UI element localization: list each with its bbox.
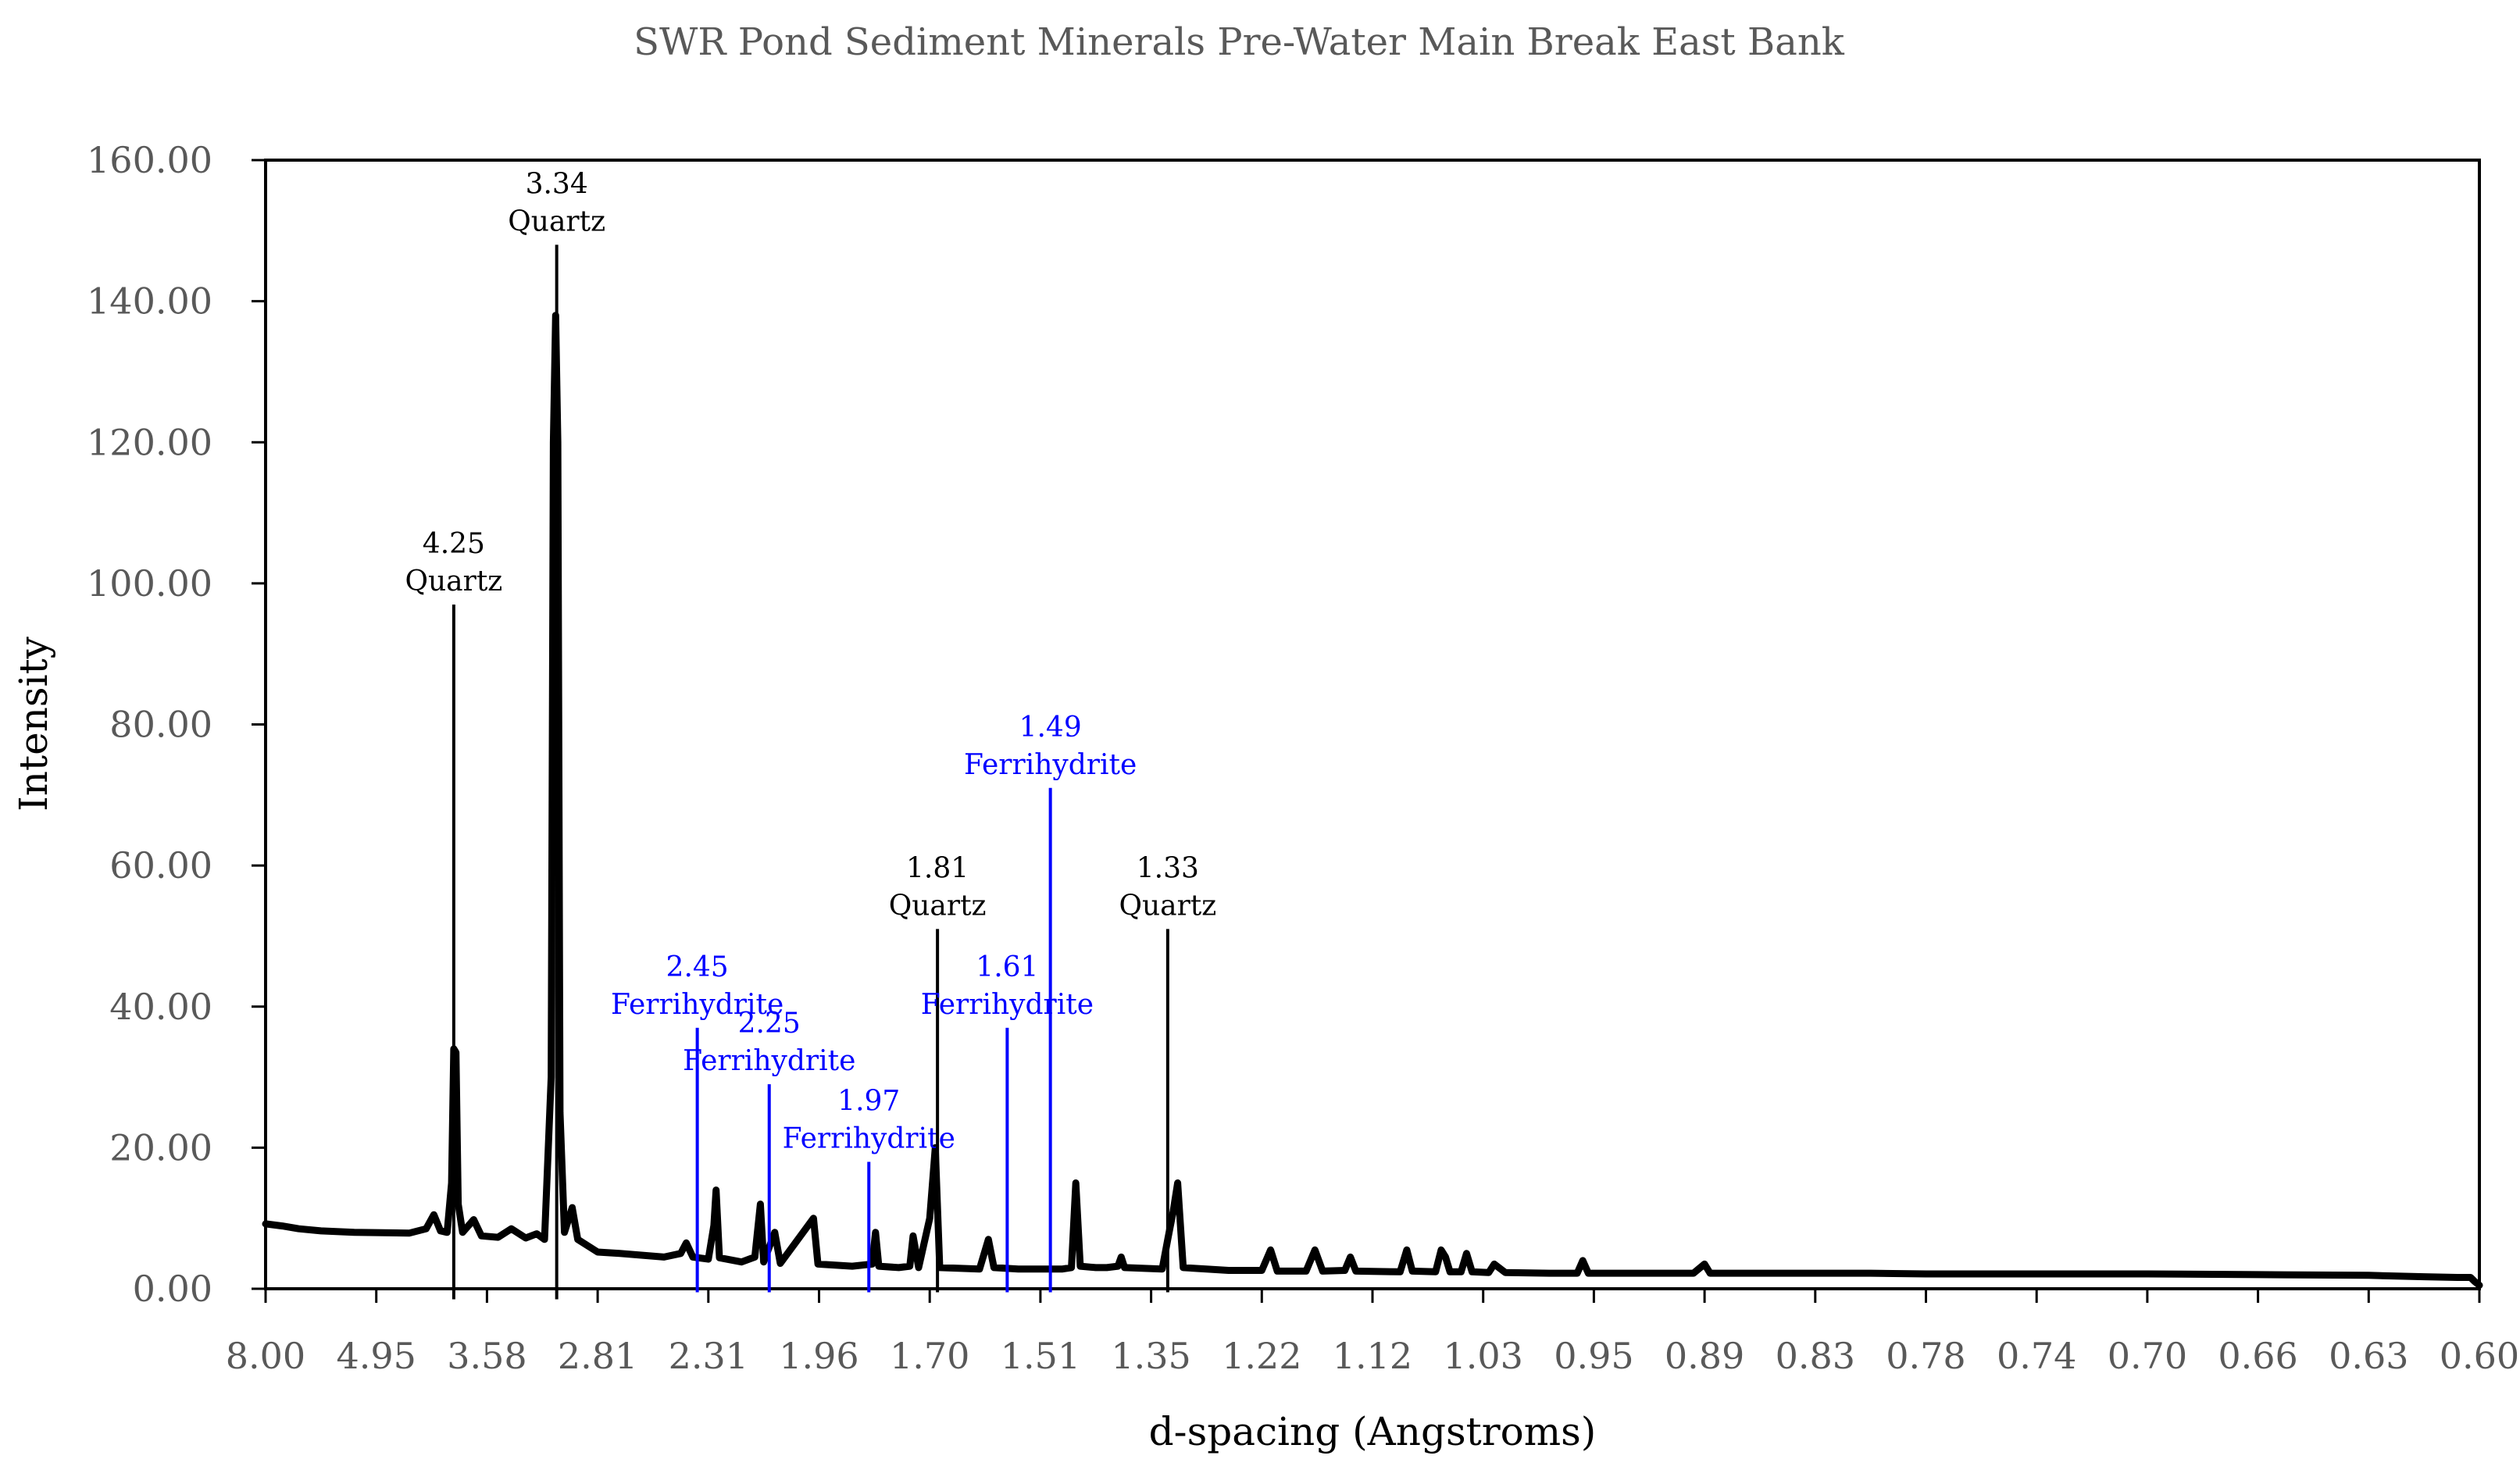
x-tick-label: 1.12	[1333, 1335, 1412, 1377]
y-tick-label: 80.00	[109, 704, 212, 746]
y-axis-ticks: 0.00 20.00 40.00 60.00 80.00 100.00 120.00 140.…	[87, 139, 266, 1310]
peak-d-spacing-label: 1.61	[976, 951, 1038, 983]
peak-mineral-label: Quartz	[1119, 890, 1216, 922]
x-tick-label: 1.35	[1111, 1335, 1190, 1377]
y-tick-label: 60.00	[109, 844, 212, 887]
x-tick-label: 0.83	[1776, 1335, 1855, 1377]
x-tick-label: 1.96	[779, 1335, 858, 1377]
x-tick-label: 1.70	[890, 1335, 969, 1377]
y-tick-label: 160.00	[87, 139, 212, 181]
x-tick-label: 0.70	[2108, 1335, 2187, 1377]
peak-mineral-label: Quartz	[405, 565, 502, 598]
y-tick-label: 120.00	[87, 421, 212, 463]
x-tick-label: 1.51	[1001, 1335, 1080, 1377]
y-tick-label: 140.00	[87, 280, 212, 323]
x-tick-label: 0.63	[2329, 1335, 2408, 1377]
x-tick-label: 3.58	[447, 1335, 526, 1377]
x-tick-label: 0.78	[1886, 1335, 1965, 1377]
x-axis-ticks: 8.00 4.95 3.58 2.81 2.31 1.96 1.70 1.51 1.35 1.22…	[226, 1289, 2519, 1377]
peak-d-spacing-label: 4.25	[423, 528, 485, 560]
peak-d-spacing-label: 2.25	[738, 1008, 801, 1040]
x-tick-label: 1.22	[1222, 1335, 1301, 1377]
xrd-pattern-line	[262, 312, 2483, 1289]
y-tick-label: 20.00	[109, 1126, 212, 1168]
peak-d-spacing-label: 1.81	[906, 852, 969, 884]
x-tick-label: 0.95	[1554, 1335, 1633, 1377]
y-tick-label: 40.00	[109, 986, 212, 1028]
peak-mineral-label: Ferrihydrite	[783, 1122, 955, 1154]
peak-d-spacing-label: 1.49	[1019, 712, 1082, 744]
x-axis-label: d-spacing (Angstroms)	[1149, 1409, 1597, 1454]
y-axis-label: Intensity	[11, 636, 56, 812]
peak-mineral-label: Ferrihydrite	[683, 1045, 855, 1077]
x-tick-label: 0.66	[2218, 1335, 2297, 1377]
x-tick-label: 1.03	[1443, 1335, 1522, 1377]
chart-title: SWR Pond Sediment Minerals Pre-Water Mai…	[634, 20, 1845, 64]
peak-mineral-label: Quartz	[889, 890, 987, 922]
x-tick-label: 0.89	[1665, 1335, 1744, 1377]
x-tick-label: 0.60	[2440, 1335, 2519, 1377]
peak-mineral-label: Ferrihydrite	[611, 989, 783, 1021]
x-tick-label: 8.00	[226, 1335, 305, 1377]
x-tick-label: 4.95	[336, 1335, 416, 1377]
x-tick-label: 0.74	[1997, 1335, 2076, 1377]
peak-d-spacing-label: 1.97	[837, 1085, 900, 1117]
peak-d-spacing-label: 3.34	[526, 168, 588, 200]
x-tick-label: 2.31	[669, 1335, 748, 1377]
peak-d-spacing-label: 1.33	[1137, 852, 1199, 884]
peak-annotations: 4.25Quartz3.34Quartz2.45Ferrihydrite2.25…	[405, 168, 1216, 1300]
y-tick-label: 0.00	[133, 1268, 212, 1310]
peak-mineral-label: Ferrihydrite	[921, 989, 1094, 1021]
x-tick-label: 2.81	[558, 1335, 637, 1377]
peak-mineral-label: Ferrihydrite	[964, 749, 1137, 781]
y-tick-label: 100.00	[87, 562, 212, 605]
peak-d-spacing-label: 2.45	[666, 951, 729, 983]
peak-mineral-label: Quartz	[508, 205, 605, 237]
